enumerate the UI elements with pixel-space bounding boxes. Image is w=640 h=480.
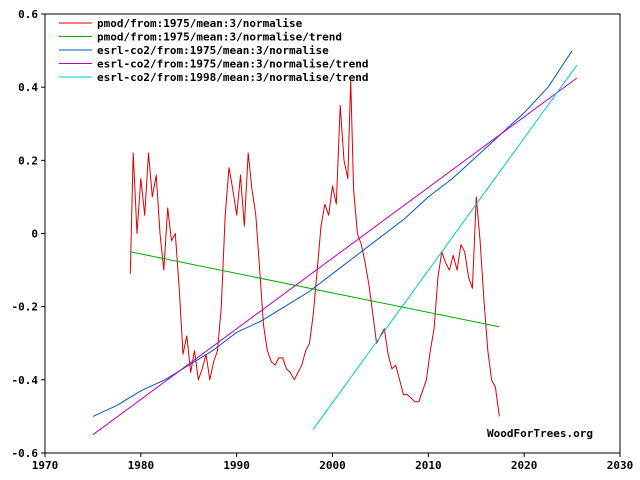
credit-label: WoodForTrees.org <box>487 427 593 440</box>
y-tick-label: 0 <box>31 228 38 241</box>
x-tick-label: 1980 <box>128 459 155 472</box>
y-tick-label: -0.6 <box>12 447 39 460</box>
y-tick-label: -0.4 <box>12 374 39 387</box>
axis-ticks: 1970 1980 1990 2000 2010 2020 2030 0.6 0.4 0.2 0 -0… <box>12 8 634 472</box>
x-tick-label: 1970 <box>32 459 59 472</box>
legend-entry-label: pmod/from:1975/mean:3/normalise/trend <box>97 31 342 44</box>
x-tick-label: 2000 <box>319 459 346 472</box>
x-tick-label: 1990 <box>223 459 250 472</box>
legend-entry-label: pmod/from:1975/mean:3/normalise <box>97 17 303 30</box>
legend-entry-label: esrl-co2/from:1998/mean:3/normalise/tren… <box>97 71 369 84</box>
x-tick-label: 2030 <box>607 459 634 472</box>
co2-1998-trend-line <box>312 64 578 430</box>
y-tick-label: 0.6 <box>18 8 38 21</box>
co2-series-line <box>92 50 573 417</box>
y-tick-label: -0.2 <box>12 301 39 314</box>
y-tick-label: 0.4 <box>18 81 38 94</box>
pmod-trend-line <box>130 251 500 328</box>
x-tick-label: 2010 <box>415 459 442 472</box>
legend: pmod/from:1975/mean:3/normalisepmod/from… <box>59 17 369 84</box>
series-group <box>92 50 578 436</box>
legend-entry-label: esrl-co2/from:1975/mean:3/normalise/tren… <box>97 58 369 71</box>
pmod-series-line <box>129 79 500 417</box>
co2-1975-trend-line <box>92 77 578 436</box>
x-tick-label: 2020 <box>511 459 538 472</box>
legend-entry-label: esrl-co2/from:1975/mean:3/normalise <box>97 44 329 57</box>
y-tick-label: 0.2 <box>18 154 38 167</box>
